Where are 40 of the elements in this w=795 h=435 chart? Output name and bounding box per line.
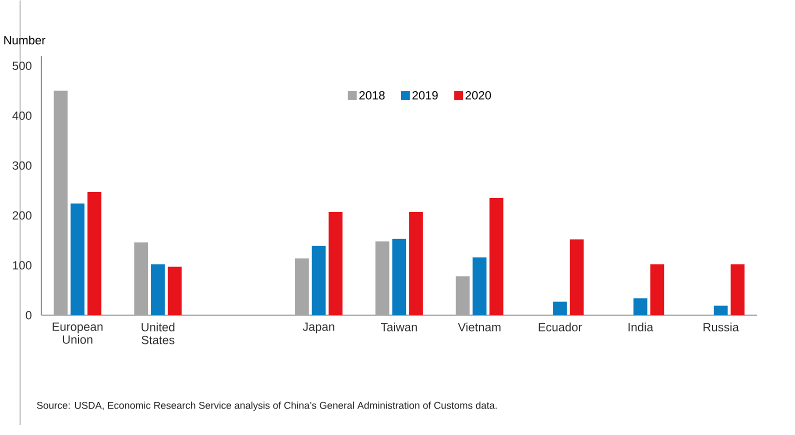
- bar: [650, 264, 664, 316]
- bar: [553, 302, 567, 316]
- legend-label: 2018: [359, 91, 385, 100]
- bar: [633, 298, 648, 316]
- x-tick-label: Taiwan: [380, 322, 417, 332]
- bar: [168, 266, 182, 316]
- bar: [714, 306, 728, 316]
- bar: [489, 198, 504, 316]
- y-tick-label: 400: [12, 112, 32, 120]
- x-tick-label: India: [628, 322, 654, 332]
- legend-label: 2019: [412, 91, 438, 100]
- legend-label: 2020: [466, 91, 491, 100]
- y-axis-title: Number: [4, 36, 46, 44]
- y-tick-label: 0: [26, 311, 32, 320]
- x-tick-label: United States: [142, 322, 174, 344]
- y-tick-label: 200: [12, 211, 32, 220]
- bar: [730, 264, 745, 316]
- x-tick-label: Russia: [704, 322, 739, 332]
- bar: [456, 276, 470, 316]
- x-tick-label: European Union: [52, 322, 103, 344]
- bar: [375, 241, 390, 316]
- y-tick-label: 300: [12, 161, 32, 170]
- bar: [472, 257, 486, 316]
- bar: [70, 203, 84, 316]
- x-tick-label: Japan: [302, 322, 334, 334]
- y-tick-label: 500: [12, 62, 32, 70]
- bar: [570, 239, 584, 316]
- bar: [328, 212, 343, 316]
- bar: [54, 90, 68, 316]
- bar: [392, 238, 406, 316]
- x-tick-label: Ecuador: [538, 322, 582, 332]
- bar: [134, 242, 148, 316]
- bar: [409, 212, 423, 316]
- bar: [295, 258, 309, 316]
- bar: [87, 192, 102, 316]
- bar: [151, 264, 165, 316]
- y-tick-label: 100: [13, 261, 32, 270]
- bar: [312, 246, 326, 316]
- x-tick-label: Vietnam: [458, 322, 500, 332]
- source-note: Source: USDA, Economic Research Service analysis of China’s General Administration of Customs data.: [36, 402, 497, 411]
